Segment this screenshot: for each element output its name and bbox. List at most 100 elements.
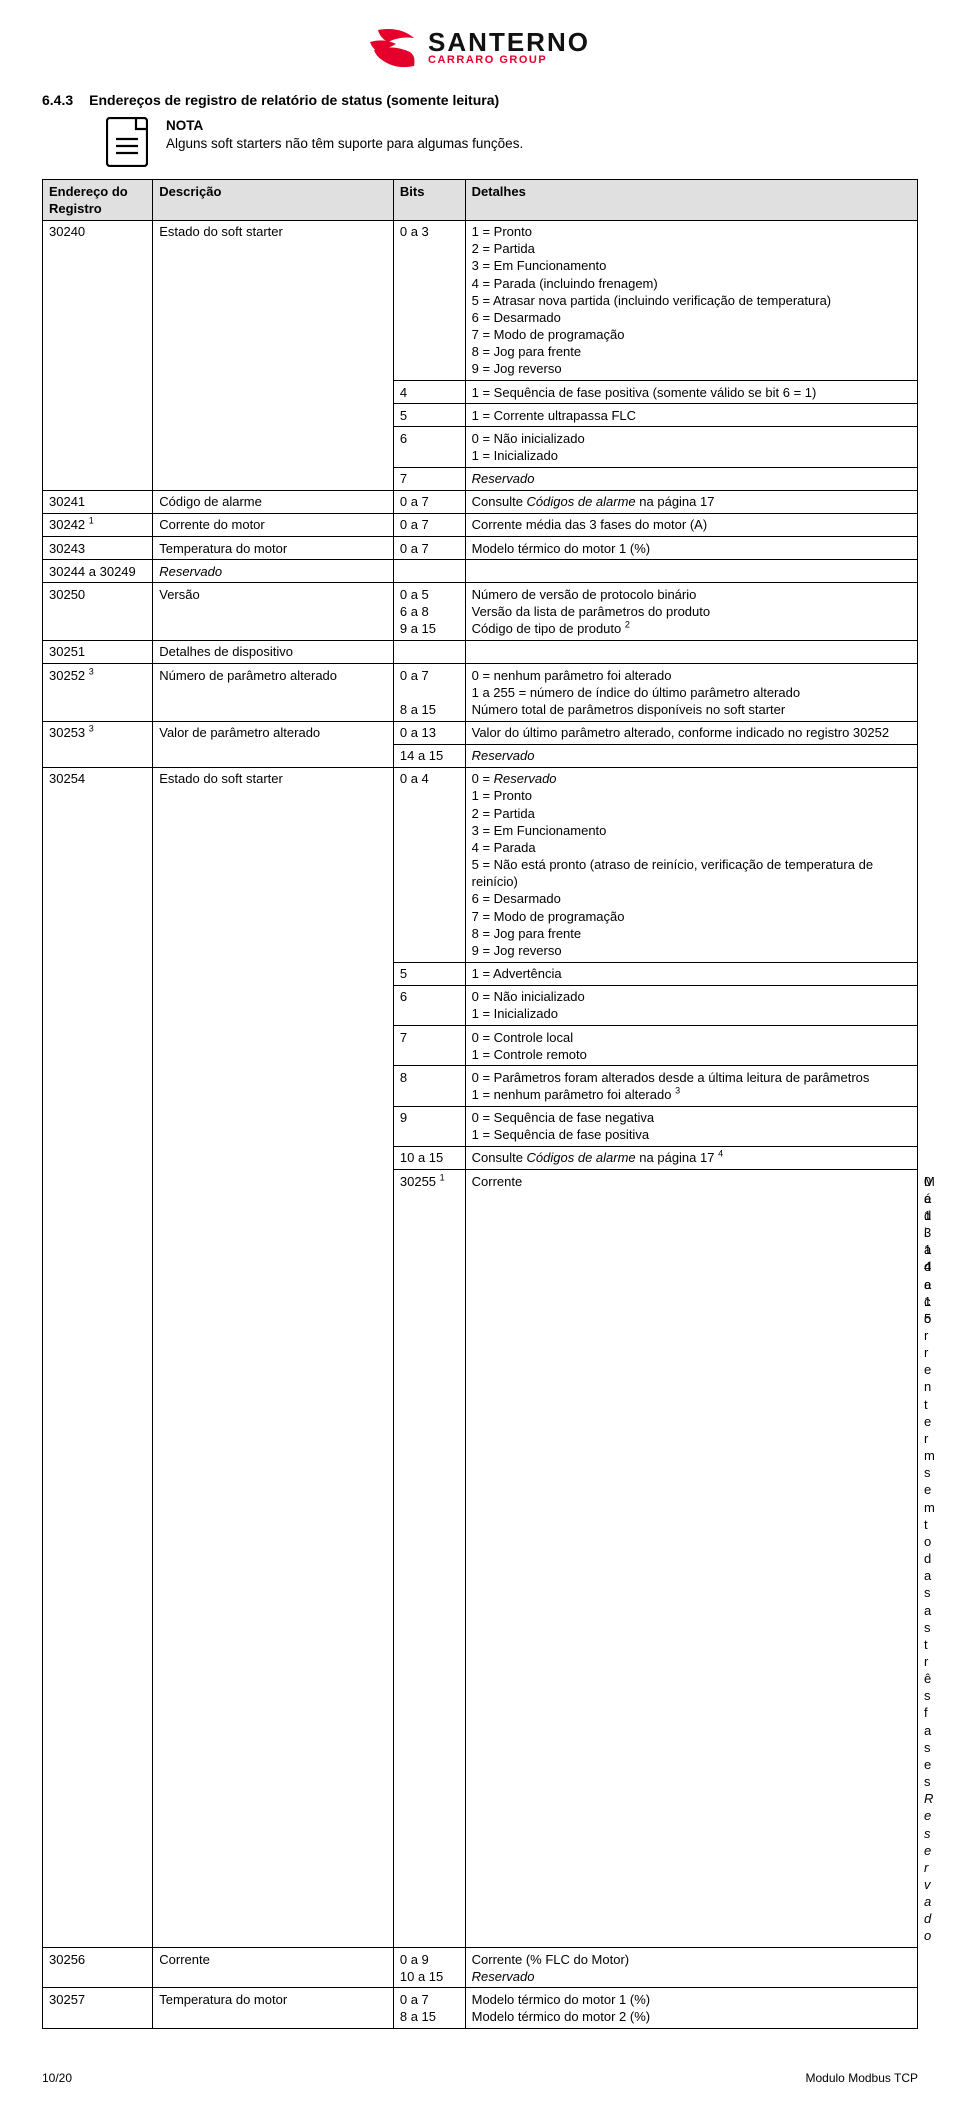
col-header-details: Detalhes [465,180,917,220]
cell-register: 30253 3 [43,721,153,767]
brand-logo: SANTERNO CARRARO GROUP [42,28,918,73]
cell-bits: 14 a 15 [393,744,465,767]
cell-bits: 0 a 78 a 15 [393,1988,465,2028]
cell-register: 30242 1 [43,513,153,536]
cell-description: Corrente [465,1170,917,1948]
cell-bits: 0 a 7 [393,490,465,513]
note-label: NOTA [166,117,523,135]
cell-bits: 7 [393,467,465,490]
cell-details: Consulte Códigos de alarme na página 17 … [465,1146,917,1169]
cell-bits: 8 [393,1066,465,1106]
cell-bits: 6 [393,985,465,1025]
cell-bits: 5 [393,962,465,985]
cell-description: Temperatura do motor [153,1988,394,2028]
section-number: 6.4.3 [42,91,73,109]
col-header-bits: Bits [393,180,465,220]
cell-bits: 0 a 13 [393,721,465,744]
cell-register: 30255 1 [393,1170,465,1948]
cell-bits: 0 a 4 [393,767,465,962]
cell-bits: 9 [393,1106,465,1146]
note-block: NOTA Alguns soft starters não têm suport… [106,117,918,167]
cell-register: 30257 [43,1988,153,2028]
cell-details: 0 = Parâmetros foram alterados desde a ú… [465,1066,917,1106]
cell-details: Valor do último parâmetro alterado, conf… [465,721,917,744]
cell-bits: 0 a 7 [393,537,465,560]
table-row: 30252 3Número de parâmetro alterado0 a 7… [43,664,918,721]
cell-bits: 7 [393,1026,465,1066]
document-icon [106,117,148,167]
cell-details [465,640,917,663]
cell-description: Código de alarme [153,490,394,513]
cell-bits: 0 a 56 a 89 a 15 [393,583,465,640]
cell-bits: 5 [393,404,465,427]
cell-details: 1 = Advertência [465,962,917,985]
cell-bits: 0 a 3 [393,220,465,380]
cell-register: 30252 3 [43,664,153,721]
cell-details: Corrente média das 3 fases do motor (A) [465,513,917,536]
cell-description: Valor de parâmetro alterado [153,721,394,767]
cell-description: Estado do soft starter [153,767,394,1947]
cell-register: 30243 [43,537,153,560]
cell-details: 0 = Controle local1 = Controle remoto [465,1026,917,1066]
cell-details: 0 = Reservado1 = Pronto2 = Partida3 = Em… [465,767,917,962]
cell-register: 30254 [43,767,153,1947]
table-row: 30243Temperatura do motor0 a 7Modelo tér… [43,537,918,560]
cell-bits: 4 [393,381,465,404]
register-table: Endereço do Registro Descrição Bits Deta… [42,179,918,2028]
cell-bits [393,640,465,663]
cell-details: Reservado [465,467,917,490]
brand-name: SANTERNO [428,31,590,55]
cell-description: Versão [153,583,394,640]
cell-description: Corrente do motor [153,513,394,536]
section-title: Endereços de registro de relatório de st… [89,91,499,109]
table-row: 30253 3Valor de parâmetro alterado0 a 13… [43,721,918,744]
cell-description: Temperatura do motor [153,537,394,560]
cell-details: 1 = Sequência de fase positiva (somente … [465,381,917,404]
table-row: 30244 a 30249Reservado [43,560,918,583]
col-header-description: Descrição [153,180,394,220]
table-row: 30241Código de alarme0 a 7Consulte Códig… [43,490,918,513]
cell-details: 1 = Corrente ultrapassa FLC [465,404,917,427]
cell-register: 30240 [43,220,153,490]
cell-details: 0 = Não inicializado1 = Inicializado [465,985,917,1025]
table-row: 30257Temperatura do motor0 a 78 a 15Mode… [43,1988,918,2028]
cell-bits [393,560,465,583]
footer-title: Modulo Modbus TCP [806,2071,919,2087]
cell-details [465,560,917,583]
cell-details: Reservado [465,744,917,767]
logo-mark-icon [370,28,422,68]
cell-details: 0 = nenhum parâmetro foi alterado1 a 255… [465,664,917,721]
cell-register: 30256 [43,1948,153,1988]
cell-description: Detalhes de dispositivo [153,640,394,663]
cell-details: Corrente (% FLC do Motor)Reservado [465,1948,917,1988]
cell-bits: 6 [393,427,465,467]
cell-register: 30241 [43,490,153,513]
cell-details: Número de versão de protocolo binárioVer… [465,583,917,640]
cell-bits: 0 a 7 [393,513,465,536]
cell-description: Corrente [153,1948,394,1988]
table-row: 30256Corrente0 a 910 a 15Corrente (% FLC… [43,1948,918,1988]
table-header-row: Endereço do Registro Descrição Bits Deta… [43,180,918,220]
cell-description: Número de parâmetro alterado [153,664,394,721]
section-heading: 6.4.3 Endereços de registro de relatório… [42,91,918,109]
cell-details: 0 = Não inicializado1 = Inicializado [465,427,917,467]
page-footer: 10/20 Modulo Modbus TCP [42,2071,918,2087]
table-row: 30240Estado do soft starter0 a 31 = Pron… [43,220,918,380]
cell-details: 1 = Pronto2 = Partida3 = Em Funcionament… [465,220,917,380]
cell-details: Consulte Códigos de alarme na página 17 [465,490,917,513]
cell-register: 30251 [43,640,153,663]
note-text: Alguns soft starters não têm suporte par… [166,135,523,153]
cell-bits: 0 a 910 a 15 [393,1948,465,1988]
table-row: 30251Detalhes de dispositivo [43,640,918,663]
table-row: 30254Estado do soft starter0 a 40 = Rese… [43,767,918,962]
cell-bits: 0 a 78 a 15 [393,664,465,721]
cell-bits: 10 a 15 [393,1146,465,1169]
cell-details: Modelo térmico do motor 1 (%) [465,537,917,560]
table-row: 30242 1Corrente do motor0 a 7Corrente mé… [43,513,918,536]
footer-page: 10/20 [42,2071,72,2087]
cell-details: 0 = Sequência de fase negativa1 = Sequên… [465,1106,917,1146]
table-row: 30250Versão0 a 56 a 89 a 15Número de ver… [43,583,918,640]
cell-details: Modelo térmico do motor 1 (%)Modelo térm… [465,1988,917,2028]
col-header-register: Endereço do Registro [43,180,153,220]
cell-description: Reservado [153,560,394,583]
